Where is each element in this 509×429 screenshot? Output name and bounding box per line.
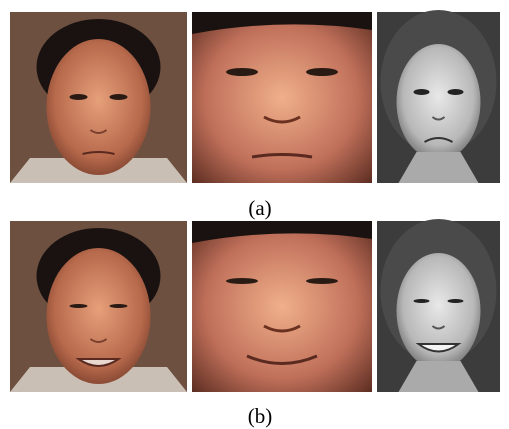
figure: (a) (b) bbox=[0, 0, 509, 429]
face bbox=[397, 44, 481, 160]
eye bbox=[448, 299, 464, 303]
eye bbox=[110, 94, 128, 100]
photo bbox=[10, 221, 187, 392]
photo bbox=[10, 12, 187, 183]
eye bbox=[448, 89, 464, 95]
eye bbox=[226, 278, 258, 284]
eye bbox=[70, 304, 88, 308]
eye bbox=[110, 304, 128, 308]
row-label: (b) bbox=[248, 404, 273, 428]
face bbox=[47, 39, 151, 175]
eye bbox=[306, 68, 338, 76]
photo-background bbox=[192, 221, 372, 392]
eye bbox=[306, 278, 338, 284]
photo bbox=[377, 219, 500, 392]
photo bbox=[192, 221, 372, 392]
photo bbox=[192, 12, 372, 183]
page: (a) (b) (() => { const data = JSON.parse… bbox=[0, 0, 509, 429]
row-label: (a) bbox=[248, 196, 271, 220]
eye bbox=[414, 299, 430, 303]
eye bbox=[70, 94, 88, 100]
photo-background bbox=[192, 12, 372, 183]
eye bbox=[414, 89, 430, 95]
photo bbox=[377, 10, 500, 183]
eye bbox=[226, 68, 258, 76]
